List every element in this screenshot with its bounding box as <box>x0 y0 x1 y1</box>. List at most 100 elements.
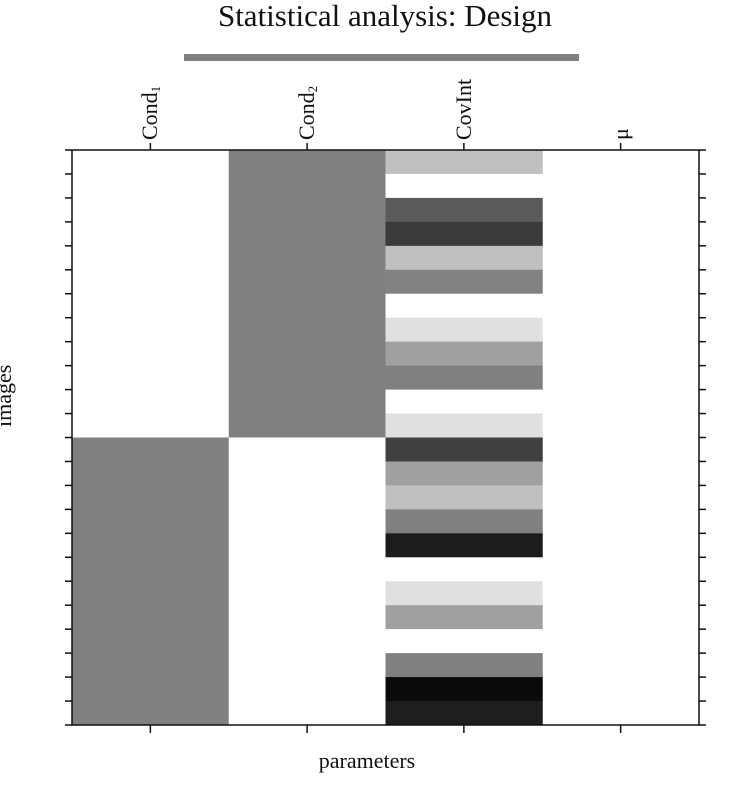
cond1-cell <box>72 533 230 558</box>
cond1-cell <box>72 389 230 415</box>
cond2-cell <box>228 245 386 271</box>
mu-cell <box>542 509 700 534</box>
cond1-cell <box>72 341 230 367</box>
mu-cell <box>542 365 700 391</box>
mu-cell <box>542 269 700 295</box>
mu-cell <box>542 653 700 678</box>
covint-cell <box>385 509 543 534</box>
mu-cell <box>542 557 700 582</box>
mu-cell <box>542 293 700 319</box>
covint-cell <box>385 557 543 582</box>
covint-cell <box>385 581 543 606</box>
cond2-cell <box>228 317 386 343</box>
mu-cell <box>542 413 700 438</box>
x-axis-label: parameters <box>318 748 416 773</box>
cond2-cell <box>228 341 386 367</box>
mu-cell <box>542 485 700 510</box>
covint-cell <box>385 341 543 367</box>
mu-cell <box>542 150 700 175</box>
covint-cell <box>385 533 543 558</box>
cond2-cell <box>228 413 386 438</box>
figure-title: Statistical analysis: Design <box>217 0 553 33</box>
cond2-cell <box>228 173 386 199</box>
cond2-cell <box>228 389 386 415</box>
covint-cell <box>385 413 543 438</box>
mu-cell <box>542 701 700 726</box>
covint-cell <box>385 605 543 630</box>
covint-cell <box>385 293 543 319</box>
covint-cell <box>385 150 543 175</box>
mu-cell <box>542 341 700 367</box>
cond2-cell <box>228 581 386 606</box>
title-underline <box>184 54 579 61</box>
cond1-cell <box>72 173 230 199</box>
covint-cell <box>385 221 543 247</box>
cond2-cell <box>228 677 386 702</box>
mu-cell <box>542 677 700 702</box>
cond2-cell <box>228 293 386 319</box>
covint-cell <box>385 389 543 415</box>
mu-cell <box>542 581 700 606</box>
cond2-cell <box>228 197 386 223</box>
covint-cell <box>385 677 543 702</box>
cond1-cell <box>72 605 230 630</box>
mu-cell <box>542 605 700 630</box>
cond1-cell <box>72 269 230 295</box>
cond2-cell <box>228 221 386 247</box>
mu-cell <box>542 461 700 486</box>
cond2-cell <box>228 365 386 391</box>
cond1-cell <box>72 581 230 606</box>
covint-cell <box>385 173 543 199</box>
cond2-cell <box>228 509 386 534</box>
mu-cell <box>542 389 700 415</box>
cond1-cell <box>72 197 230 223</box>
covint-cell <box>385 629 543 654</box>
mu-cell <box>542 317 700 343</box>
mu-cell <box>542 173 700 199</box>
cond2-cell <box>228 269 386 295</box>
cond1-cell <box>72 701 230 726</box>
cond1-cell <box>72 365 230 391</box>
cond2-cell <box>228 605 386 630</box>
cond1-cell <box>72 509 230 534</box>
covint-cell <box>385 653 543 678</box>
mu-cell <box>542 629 700 654</box>
covint-cell <box>385 701 543 726</box>
cond1-cell <box>72 293 230 319</box>
mu-cell <box>542 245 700 271</box>
cond1-cell <box>72 221 230 247</box>
cond1-cell <box>72 485 230 510</box>
mu-cell <box>542 221 700 247</box>
covint-cell <box>385 461 543 486</box>
cond1-cell <box>72 557 230 582</box>
covint-cell <box>385 269 543 295</box>
cond2-cell <box>228 653 386 678</box>
cond1-cell <box>72 437 230 462</box>
cond2-cell <box>228 557 386 582</box>
cond1-cell <box>72 413 230 438</box>
mu-cell <box>542 533 700 558</box>
cond2-cell <box>228 485 386 510</box>
cond2-cell <box>228 437 386 462</box>
covint-cell <box>385 245 543 271</box>
cond1-cell <box>72 317 230 343</box>
cond2-cell <box>228 629 386 654</box>
mu-cell <box>542 197 700 223</box>
cond1-cell <box>72 653 230 678</box>
cond1-cell <box>72 629 230 654</box>
cond1-cell <box>72 461 230 486</box>
cond2-cell <box>228 150 386 175</box>
cond2-cell <box>228 701 386 726</box>
covint-cell <box>385 437 543 462</box>
covint-cell <box>385 317 543 343</box>
covint-cell <box>385 485 543 510</box>
cond2-cell <box>228 533 386 558</box>
cond2-cell <box>228 461 386 486</box>
cond1-cell <box>72 245 230 271</box>
covint-cell <box>385 365 543 391</box>
covint-cell <box>385 197 543 223</box>
cond1-cell <box>72 677 230 702</box>
cond1-cell <box>72 150 230 175</box>
mu-cell <box>542 437 700 462</box>
